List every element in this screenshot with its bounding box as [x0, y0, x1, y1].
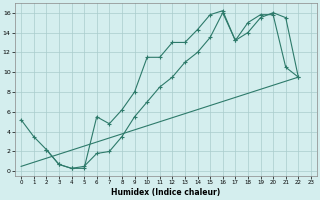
X-axis label: Humidex (Indice chaleur): Humidex (Indice chaleur): [111, 188, 221, 197]
